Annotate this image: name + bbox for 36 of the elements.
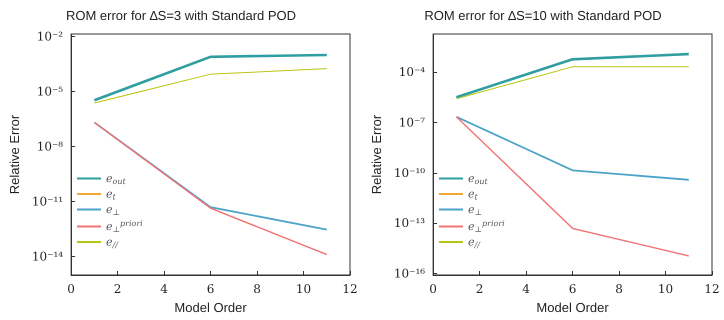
legend-label: e// [106,236,120,250]
x-tick-label: 8 [253,282,261,296]
x-axis-title: Model Order [536,300,610,315]
x-tick-label: 6 [568,282,576,296]
y-tick-label: 10⁻¹¹ [32,194,64,209]
chart-title: ROM error for ∆S=10 with Standard POD [424,8,662,23]
legend-label: e⊥ [106,203,120,217]
x-tick-label: 12 [342,282,358,296]
x-tick-label: 4 [522,282,530,296]
y-tick-label: 10⁻² [36,30,64,44]
x-tick-label: 10 [296,282,312,296]
y-tick-label: 10⁻⁸ [36,140,64,154]
x-tick-label: 0 [429,282,437,296]
x-tick-label: 8 [615,282,623,296]
x-tick-label: 2 [114,282,122,296]
y-tick-label: 10⁻¹⁶ [394,266,426,280]
x-axis-title: Model Order [174,300,248,315]
x-tick-label: 0 [67,282,75,296]
y-axis-title: Relative Error [7,114,22,194]
legend-label: e⊥priori [468,219,506,234]
x-tick-label: 6 [206,282,214,296]
y-tick-label: 10⁻¹⁰ [394,166,426,180]
x-tick-label: 2 [476,282,484,296]
x-tick-label: 10 [658,282,674,296]
y-tick-label: 10⁻⁴ [398,65,426,80]
x-tick-label: 4 [160,282,168,296]
legend-label: e⊥priori [106,219,144,234]
y-tick-label: 10⁻¹⁴ [32,250,64,264]
y-tick-label: 10⁻⁵ [36,84,64,99]
chart-title: ROM error for ∆S=3 with Standard POD [66,8,296,23]
y-axis-title: Relative Error [369,114,384,194]
legend-label: e⊥ [468,203,482,217]
x-tick-label: 12 [704,282,720,296]
y-tick-label: 10⁻⁷ [398,115,426,130]
legend-label: e// [468,236,482,250]
y-tick-label: 10⁻¹³ [394,216,426,230]
